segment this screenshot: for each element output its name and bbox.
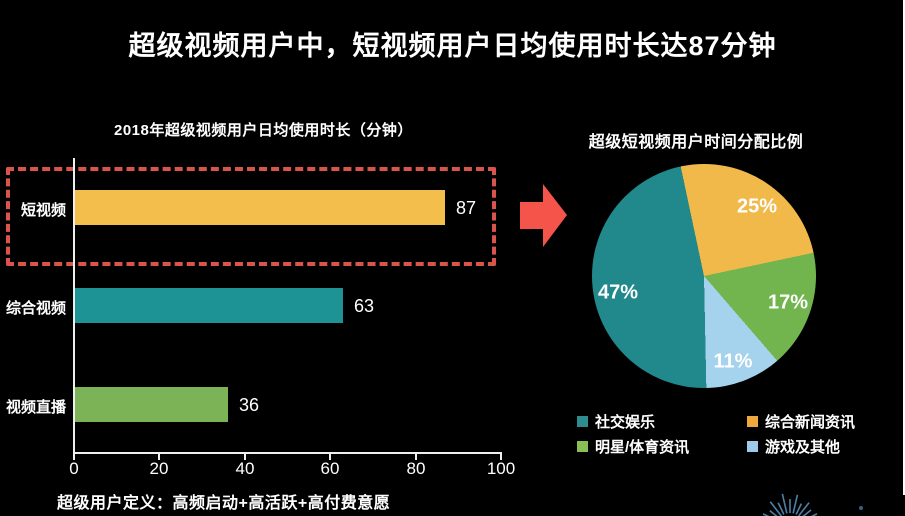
x-axis-tick-label: 100 (486, 459, 516, 478)
highlight-dashed-box (6, 167, 496, 266)
starburst-ray (795, 503, 803, 515)
pie-slice-label: 25% (736, 195, 778, 218)
pie-slice-label: 11% (713, 350, 753, 373)
legend-item-social: 社交娱乐 (577, 411, 655, 432)
x-axis-tick-mark (329, 454, 331, 460)
legend-swatch-green (577, 441, 588, 452)
bar-category-label: 短视频 (20, 202, 66, 219)
page-title: 超级视频用户中，短视频用户日均使用时长达87分钟 (128, 31, 777, 61)
starburst-ray (762, 513, 770, 516)
x-axis-tick-label: 40 (235, 459, 255, 478)
bar-short-video (75, 190, 445, 225)
legend-swatch-orange (747, 416, 758, 427)
starburst-ray (769, 501, 783, 516)
x-axis-tick-mark (244, 454, 246, 460)
starburst-ray (777, 502, 785, 515)
bar-category-label: 综合视频 (5, 300, 66, 317)
pie-slice-label: 47% (597, 281, 639, 304)
pie-slice-label: 17% (767, 291, 809, 314)
footnote-definition: 超级用户定义：高频启动+高活跃+高付费意愿 (57, 495, 391, 512)
legend-label: 综合新闻资讯 (765, 414, 856, 431)
bar-category-label: 视频直播 (5, 399, 66, 416)
x-axis-tick-label: 20 (149, 459, 169, 478)
starburst-ray (792, 494, 799, 514)
bar-live-streaming (75, 387, 228, 422)
x-axis-tick-label: 80 (406, 459, 426, 478)
bar-comprehensive-video (75, 288, 343, 323)
x-axis-tick-label: 60 (320, 459, 340, 478)
spark-dot-icon (859, 506, 863, 510)
bar-value-label: 36 (239, 395, 260, 415)
legend-label: 明星/体育资讯 (595, 439, 690, 456)
x-axis-tick-mark (500, 454, 502, 460)
x-axis-tick-label: 0 (69, 459, 79, 478)
x-axis-tick-mark (415, 454, 417, 460)
starburst-ray (797, 502, 810, 516)
pie-chart (592, 164, 816, 388)
starburst-ray (802, 509, 812, 516)
y-axis-line (73, 158, 75, 454)
right-edge-sliver (903, 0, 905, 495)
right-arrow-icon (520, 184, 567, 247)
starburst-ray (810, 513, 818, 516)
pie-chart-title: 超级短视频用户时间分配比例 (588, 134, 804, 151)
legend-item-celebrity-sports: 明星/体育资讯 (577, 436, 689, 457)
legend-item-news: 综合新闻资讯 (747, 411, 855, 432)
x-axis-line (73, 452, 502, 454)
legend-label: 游戏及其他 (765, 439, 841, 456)
legend-swatch-lightblue (747, 441, 758, 452)
bar-value-label: 87 (456, 198, 477, 218)
bar-value-label: 63 (354, 296, 375, 316)
starburst-icon (762, 493, 818, 516)
x-axis-tick-mark (158, 454, 160, 460)
legend-item-games-other: 游戏及其他 (747, 436, 840, 457)
legend-label: 社交娱乐 (595, 414, 656, 431)
legend-swatch-teal (577, 416, 588, 427)
x-axis-tick-mark (73, 454, 75, 460)
starburst-ray (781, 493, 788, 514)
starburst-ray (769, 510, 778, 516)
bar-chart-title: 2018年超级视频用户日均使用时长（分钟） (114, 122, 413, 139)
